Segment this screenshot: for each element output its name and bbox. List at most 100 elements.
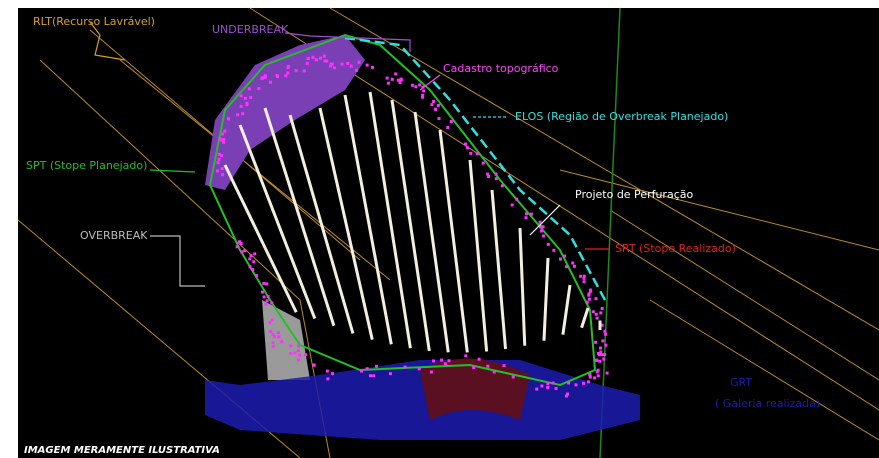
cadastro-point [595, 316, 599, 320]
drill-hole [490, 189, 508, 350]
cadastro-point [216, 161, 220, 165]
label-underbreak: UNDERBREAK [212, 23, 289, 36]
cadastro-point [263, 74, 267, 78]
cadastro-point [565, 265, 569, 269]
floor [420, 358, 530, 420]
cadastro-point [312, 363, 316, 367]
cadastro-point [349, 64, 353, 68]
cadastro-point [443, 362, 447, 366]
cadastro-point [266, 295, 270, 299]
cadastro-point [220, 167, 224, 171]
cadastro-point [298, 353, 302, 357]
cadastro-point [604, 332, 608, 336]
drill-fan [223, 91, 602, 353]
cadastro-point [314, 58, 318, 62]
cadastro-point [597, 353, 601, 357]
cadastro-point [221, 132, 225, 136]
drill-hole [561, 284, 572, 335]
cadastro-point [595, 370, 599, 374]
cadastro-point [515, 197, 519, 201]
cadastro-point [475, 152, 479, 156]
cadastro-point [398, 81, 402, 85]
cadastro-point [237, 240, 241, 244]
cadastro-point [265, 282, 269, 286]
cadastro-point [510, 203, 514, 207]
cadastro-point [249, 95, 253, 99]
cadastro-point [394, 72, 398, 76]
drill-hole [518, 227, 527, 346]
cadastro-point [594, 312, 598, 316]
underbreak-area [205, 35, 365, 190]
cadastro-point [486, 172, 490, 176]
cadastro-point [410, 83, 414, 87]
cadastro-point [494, 172, 498, 176]
label-overbreak: OVERBREAK [80, 229, 148, 242]
drill-hole [343, 94, 393, 345]
cadastro-point [598, 359, 602, 363]
cadastro-point [585, 300, 589, 304]
cadastro-point [600, 353, 604, 357]
cadastro-point [296, 358, 300, 362]
drill-hole [318, 107, 374, 340]
cadastro-point [551, 381, 555, 385]
cadastro-point [403, 365, 407, 369]
cadastro-point [220, 173, 224, 177]
cadastro-point [248, 265, 252, 269]
cadastro-point [247, 87, 251, 91]
cadastro-point [304, 353, 308, 357]
cadastro-point [245, 101, 249, 105]
cadastro-point [579, 274, 583, 278]
cadastro-point [275, 75, 279, 79]
drill-hole [468, 159, 489, 352]
cadastro-point [289, 351, 293, 355]
label-elos: ELOS (Região de Overbreak Planejado) [515, 110, 728, 123]
drill-hole [263, 107, 336, 327]
cadastro-point [289, 344, 293, 348]
cadastro-point [539, 225, 543, 229]
cadastro-point [600, 307, 604, 311]
cadastro-point [385, 76, 389, 80]
cadastro-point [529, 212, 533, 216]
cadastro-point [437, 116, 441, 120]
cadastro-point [239, 104, 243, 108]
cadastro-point [270, 318, 274, 322]
cadastro-point [436, 103, 440, 107]
cadastro-point [602, 357, 606, 361]
cadastro-point [440, 358, 444, 362]
cadastro-point [329, 64, 333, 68]
cadastro-point [354, 68, 358, 72]
cadastro-point [260, 290, 264, 294]
cadastro-point [271, 345, 275, 349]
cadastro-point [600, 323, 604, 327]
cadastro-point [215, 169, 219, 173]
drill-hole [413, 111, 450, 353]
cadastro-point [262, 295, 266, 299]
cadastro-point [599, 346, 603, 350]
cadastro-point [587, 297, 591, 301]
cadastro-point [302, 69, 306, 73]
cadastro-point [296, 344, 300, 348]
cadastro-point [251, 268, 255, 272]
cadastro-point [330, 62, 334, 66]
cadastro-point [332, 66, 336, 70]
cadastro-point [486, 364, 490, 368]
cadastro-point [603, 329, 607, 333]
cadastro-point [582, 276, 586, 280]
cadastro-point [372, 374, 376, 378]
cadastro-point [541, 225, 545, 229]
cadastro-point [346, 61, 350, 65]
cadastro-point [487, 174, 491, 178]
cadastro-point [502, 364, 506, 368]
cadastro-point [591, 310, 595, 314]
cadastro-point [589, 289, 593, 293]
drill-hole [438, 129, 469, 353]
cadastro-point [605, 371, 609, 375]
cadastro-point [253, 252, 257, 256]
cadastro-point [223, 129, 227, 133]
cadastro-point [264, 302, 268, 306]
cadastro-point [494, 177, 498, 181]
footer-note: IMAGEM MERAMENTE ILUSTRATIVA [24, 445, 220, 456]
cadastro-point [239, 94, 243, 98]
cadastro-point [422, 89, 426, 93]
